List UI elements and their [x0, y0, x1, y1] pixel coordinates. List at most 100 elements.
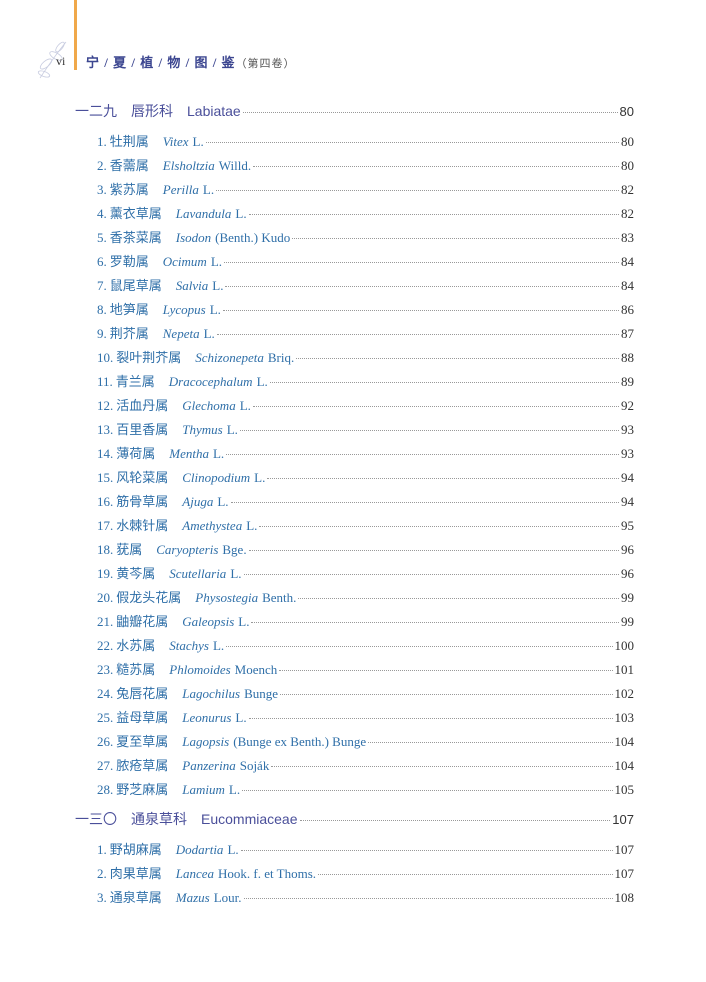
- dot-leader: [243, 898, 613, 899]
- toc-entry[interactable]: 26. 夏至草属 Lagopsis (Bunge ex Benth.) Bunge 10…: [97, 731, 634, 750]
- genus-latin-name: Thymus: [182, 422, 223, 437]
- genus-chinese-name: 地笋属: [109, 302, 149, 317]
- toc-entry[interactable]: 10. 裂叶荆芥属 Schizonepeta Briq. 88: [97, 347, 634, 366]
- dot-leader: [251, 622, 619, 623]
- toc-entry[interactable]: 21. 鼬瓣花属 Galeopsis L. 99: [97, 611, 634, 630]
- genus-chinese-name: 香薷属: [109, 158, 149, 173]
- toc-entry[interactable]: 7. 鼠尾草属 Salvia L. 84: [97, 275, 634, 294]
- page-ref: 107: [614, 842, 635, 857]
- genus-author: L.: [238, 614, 250, 629]
- toc-section-heading[interactable]: 一二九 唇形科 Labiatae 80: [75, 101, 634, 121]
- dot-leader: [318, 874, 613, 875]
- page-ref: 100: [614, 638, 635, 653]
- toc-entry[interactable]: 2. 香薷属 Elsholtzia Willd. 80: [97, 155, 634, 174]
- toc-entry[interactable]: 20. 假龙头花属 Physostegia Benth. 99: [97, 587, 634, 606]
- toc-entry[interactable]: 3. 通泉草属 Mazus Lour. 108: [97, 887, 634, 906]
- page-ref: 94: [621, 470, 634, 485]
- entry-number: 1.: [97, 842, 107, 857]
- toc-entry[interactable]: 18. 莸属 Caryopteris Bge. 96: [97, 539, 634, 558]
- toc-entry[interactable]: 27. 脓疮草属 Panzerina Soják 104: [97, 755, 634, 774]
- page-ref: 105: [614, 782, 635, 797]
- genus-author: Benth.: [262, 590, 297, 605]
- dot-leader: [224, 262, 619, 263]
- book-title-text: 宁 / 夏 / 植 / 物 / 图 / 鉴: [86, 55, 236, 70]
- section-number: 一三〇: [75, 811, 117, 827]
- genus-author: L.: [239, 398, 251, 413]
- entry-number: 2.: [97, 158, 107, 173]
- page-ref: 80: [619, 104, 634, 119]
- genus-latin-name: Vitex: [162, 134, 189, 149]
- page-ref: 82: [621, 206, 634, 221]
- toc-entry[interactable]: 8. 地笋属 Lycopus L. 86: [97, 299, 634, 318]
- toc-entry[interactable]: 17. 水棘针属 Amethystea L. 95: [97, 515, 634, 534]
- page-ref: 99: [621, 614, 634, 629]
- toc-entry[interactable]: 14. 薄荷属 Mentha L. 93: [97, 443, 634, 462]
- dot-leader: [279, 670, 613, 671]
- page-ref: 92: [621, 398, 634, 413]
- entry-number: 5.: [97, 230, 107, 245]
- dot-leader: [368, 742, 613, 743]
- entry-number: 10.: [97, 350, 114, 365]
- genus-chinese-name: 黄芩属: [116, 566, 156, 581]
- genus-latin-name: Leonurus: [182, 710, 232, 725]
- entry-number: 28.: [97, 782, 114, 797]
- toc-entry[interactable]: 1. 牡荆属 Vitex L. 80: [97, 131, 634, 150]
- toc-entry[interactable]: 6. 罗勒属 Ocimum L. 84: [97, 251, 634, 270]
- genus-chinese-name: 益母草属: [116, 710, 169, 725]
- toc-entry[interactable]: 4. 薰衣草属 Lavandula L. 82: [97, 203, 634, 222]
- toc-entry[interactable]: 9. 荆芥属 Nepeta L. 87: [97, 323, 634, 342]
- dot-leader: [253, 166, 619, 167]
- toc-entry[interactable]: 24. 兔唇花属 Lagochilus Bunge 102: [97, 683, 634, 702]
- dot-leader: [296, 358, 619, 359]
- page-ref: 84: [621, 278, 634, 293]
- toc-entry[interactable]: 22. 水苏属 Stachys L. 100: [97, 635, 634, 654]
- genus-author: Moench: [234, 662, 278, 677]
- page-ref: 101: [614, 662, 635, 677]
- toc-entry[interactable]: 13. 百里香属 Thymus L. 93: [97, 419, 634, 438]
- dot-leader: [222, 310, 619, 311]
- entry-number: 19.: [97, 566, 114, 581]
- genus-author: Briq.: [267, 350, 295, 365]
- toc-entry[interactable]: 16. 筋骨草属 Ajuga L. 94: [97, 491, 634, 510]
- page-ref: 96: [621, 542, 634, 557]
- toc-entry[interactable]: 11. 青兰属 Dracocephalum L. 89: [97, 371, 634, 390]
- genus-chinese-name: 薄荷属: [116, 446, 156, 461]
- genus-chinese-name: 脓疮草属: [116, 758, 169, 773]
- toc-section-heading[interactable]: 一三〇 通泉草科 Eucommiaceae 107: [75, 809, 634, 829]
- genus-author: L.: [210, 254, 223, 269]
- dot-leader: [239, 430, 619, 431]
- toc-entry[interactable]: 15. 风轮菜属 Clinopodium L. 94: [97, 467, 634, 486]
- toc-entry[interactable]: 23. 糙苏属 Phlomoides Moench 101: [97, 659, 634, 678]
- toc-entry[interactable]: 1. 野胡麻属 Dodartia L. 107: [97, 839, 634, 858]
- genus-latin-name: Dracocephalum: [168, 374, 253, 389]
- toc-entry[interactable]: 19. 黄芩属 Scutellaria L. 96: [97, 563, 634, 582]
- toc-entry[interactable]: 28. 野芝麻属 Lamium L. 105: [97, 779, 634, 798]
- toc-entry[interactable]: 2. 肉果草属 Lancea Hook. f. et Thoms. 107: [97, 863, 634, 882]
- toc-entry[interactable]: 5. 香茶菜属 Isodon (Benth.) Kudo 83: [97, 227, 634, 246]
- entry-number: 6.: [97, 254, 107, 269]
- dot-leader: [259, 526, 619, 527]
- genus-latin-name: Physostegia: [195, 590, 259, 605]
- genus-author: L.: [226, 422, 238, 437]
- dot-leader: [242, 790, 613, 791]
- genus-latin-name: Mazus: [175, 890, 210, 905]
- toc-entry[interactable]: 3. 紫苏属 Perilla L. 82: [97, 179, 634, 198]
- page-ref: 103: [614, 710, 635, 725]
- dot-leader: [230, 502, 619, 503]
- genus-latin-name: Lavandula: [175, 206, 232, 221]
- entry-number: 27.: [97, 758, 114, 773]
- entry-number: 24.: [97, 686, 114, 701]
- toc-entry[interactable]: 25. 益母草属 Leonurus L. 103: [97, 707, 634, 726]
- book-title: 宁 / 夏 / 植 / 物 / 图 / 鉴（第四卷）: [86, 52, 296, 71]
- genus-author: L.: [227, 842, 239, 857]
- page-ref: 80: [621, 158, 634, 173]
- entry-number: 20.: [97, 590, 114, 605]
- page-ref: 93: [621, 446, 634, 461]
- entry-number: 21.: [97, 614, 114, 629]
- genus-chinese-name: 活血丹属: [116, 398, 169, 413]
- toc-entry[interactable]: 12. 活血丹属 Glechoma L. 92: [97, 395, 634, 414]
- dot-leader: [205, 142, 619, 143]
- dot-leader: [242, 112, 618, 113]
- entry-number: 25.: [97, 710, 114, 725]
- genus-author: L.: [228, 782, 241, 797]
